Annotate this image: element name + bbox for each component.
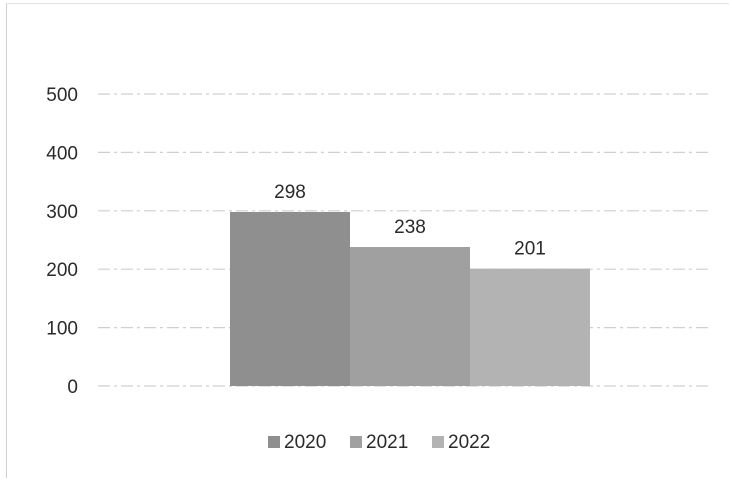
legend-label-2022: 2022	[448, 432, 490, 453]
legend-swatch-2021	[350, 436, 362, 448]
y-tick-label: 0	[67, 377, 78, 398]
y-tick-label: 400	[46, 143, 78, 164]
data-labels: 298 238 201	[274, 182, 546, 260]
y-tick-label: 300	[46, 202, 78, 223]
y-tick-label: 500	[46, 85, 78, 106]
legend-swatch-2022	[432, 436, 444, 448]
bar-2020	[230, 211, 350, 386]
y-axis-tick-labels: 0 100 200 300 400 500	[46, 85, 78, 398]
bar-2022	[470, 268, 590, 386]
legend-label-2020: 2020	[284, 432, 326, 453]
data-label-2022: 201	[514, 239, 546, 260]
bar-2021	[350, 247, 470, 386]
data-label-2021: 238	[394, 217, 426, 238]
y-tick-label: 200	[46, 260, 78, 281]
data-label-2020: 298	[274, 182, 306, 203]
bars	[230, 211, 590, 386]
chart-frame	[6, 3, 729, 478]
y-tick-label: 100	[46, 319, 78, 340]
legend-label-2021: 2021	[366, 432, 408, 453]
legend: 2020 2021 2022	[268, 432, 490, 453]
legend-swatch-2020	[268, 436, 280, 448]
